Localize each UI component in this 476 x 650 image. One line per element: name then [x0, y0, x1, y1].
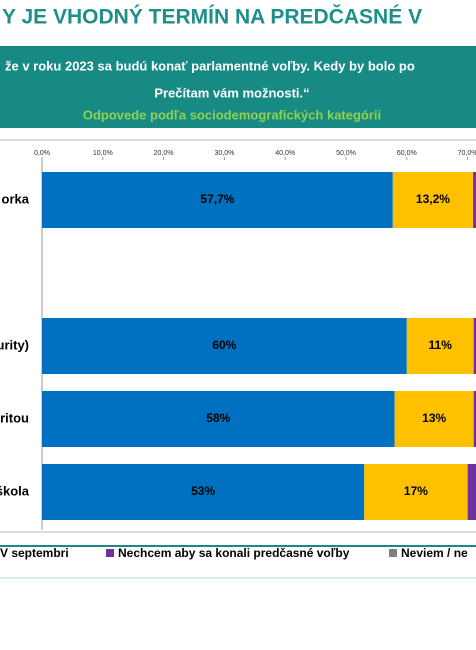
bar-segment	[473, 172, 476, 228]
legend-swatch	[106, 549, 114, 557]
bar-segment	[467, 464, 476, 520]
x-tick-label: 0,0%	[34, 150, 50, 157]
bar-segment	[42, 391, 395, 447]
subtitle: Prečítam vám možnosti.“	[154, 85, 309, 100]
bar-segment	[406, 318, 474, 374]
x-tick-label: 10,0%	[93, 150, 113, 157]
value-label: 17%	[404, 484, 428, 498]
value-label: 13%	[422, 411, 446, 425]
category-label: orka	[2, 191, 30, 206]
bar-segment	[394, 391, 474, 447]
value-label: 53%	[191, 484, 215, 498]
value-label: 57,7%	[200, 192, 234, 206]
plot-frame	[0, 139, 476, 533]
x-tick-label: 70,0%	[458, 150, 476, 157]
legend-label: V septembri	[0, 546, 69, 560]
category-label: urity)	[0, 337, 29, 352]
subtitle: že v roku 2023 sa budú konať parlamentné…	[5, 58, 415, 73]
bar-segment	[42, 464, 365, 520]
legend-swatch	[389, 549, 397, 557]
bar-segment	[473, 318, 476, 374]
bar-segment	[42, 318, 407, 374]
banner	[0, 46, 476, 128]
x-tick-label: 30,0%	[214, 150, 234, 157]
title: Y JE VHODNÝ TERMÍN NA PREDČASNÉ V	[2, 5, 422, 29]
category-label: škola	[0, 483, 30, 498]
value-label: 13,2%	[416, 192, 450, 206]
value-label: 11%	[429, 338, 453, 352]
value-label: 58%	[206, 411, 230, 425]
bar-segment	[364, 464, 468, 520]
x-tick-label: 60,0%	[397, 150, 417, 157]
x-tick-label: 40,0%	[275, 150, 295, 157]
legend-label: Neviem / ne	[401, 546, 468, 560]
bar-segment	[392, 172, 474, 228]
legend-label: Nechcem aby sa konali predčasné voľby	[118, 546, 350, 560]
x-tick-label: 50,0%	[336, 150, 356, 157]
bar-segment	[473, 391, 476, 447]
value-label: 60%	[212, 338, 236, 352]
x-tick-label: 20,0%	[154, 150, 174, 157]
note: Odpovede podľa sociodemografických kateg…	[83, 107, 381, 122]
category-label: ritou	[0, 410, 29, 425]
bar-segment	[42, 172, 393, 228]
